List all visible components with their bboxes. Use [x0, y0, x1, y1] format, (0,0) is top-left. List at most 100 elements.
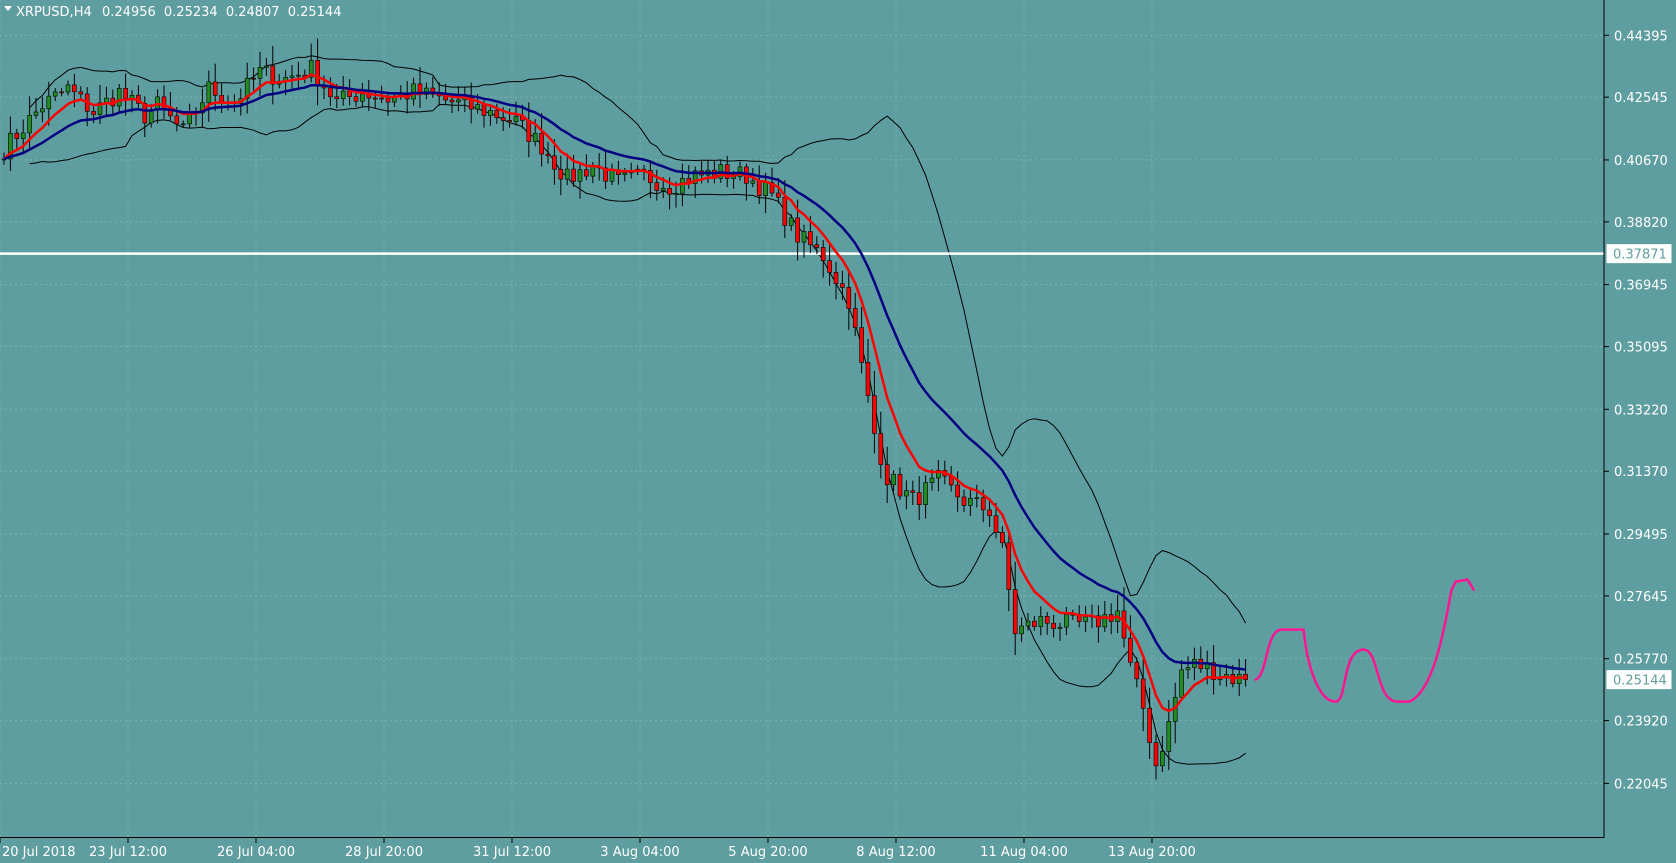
candle-body	[174, 115, 180, 125]
candle-body	[296, 74, 301, 77]
price-tick-label: 0.35095	[1614, 341, 1668, 356]
candle-body	[788, 217, 794, 226]
candle-body	[379, 97, 384, 100]
candle	[33, 97, 39, 119]
candle-body	[264, 65, 269, 68]
candle	[123, 73, 128, 116]
price-axis[interactable]: 0.44395 0.42545 0.40670 0.38820 0.36945 0.350…	[1604, 29, 1668, 792]
candle	[296, 61, 301, 88]
time-tick-label: 20 Jul 2018	[2, 845, 76, 860]
candle-body	[667, 187, 672, 195]
candle	[1172, 682, 1178, 744]
candle	[430, 76, 436, 98]
candle-body	[8, 132, 13, 160]
candle-body	[59, 91, 64, 94]
candle-body	[865, 362, 871, 396]
time-tick-label: 28 Jul 20:00	[345, 845, 423, 860]
candle	[1179, 660, 1184, 702]
price-tick-label: 0.36945	[1614, 279, 1668, 294]
candle-body	[20, 132, 26, 139]
candle-body	[1032, 620, 1037, 627]
candle	[763, 172, 768, 213]
candle	[392, 93, 397, 108]
candle	[244, 62, 250, 114]
candle	[961, 489, 967, 513]
candle-body	[660, 187, 666, 191]
horizontal-line-price-label: 0.37871	[1606, 244, 1672, 264]
candle-body	[776, 192, 781, 198]
candle-body	[328, 87, 333, 98]
candle	[206, 70, 212, 122]
time-tick-label: 26 Jul 04:00	[217, 845, 295, 860]
candle-body	[891, 474, 896, 486]
candle-body	[910, 490, 916, 493]
candle-body	[481, 104, 487, 116]
ohlc-values: 0.24956 0.25234 0.24807 0.25144	[102, 5, 341, 20]
candle-body	[475, 104, 480, 110]
candle-body	[782, 197, 788, 226]
candle-body	[206, 81, 212, 104]
candle-body	[65, 84, 71, 93]
candle-body	[526, 120, 532, 142]
candle	[1083, 606, 1088, 632]
candle	[1019, 617, 1024, 642]
candle	[558, 155, 564, 196]
candle	[1211, 645, 1216, 695]
candle-body	[1160, 751, 1165, 767]
candle-body	[1179, 669, 1184, 698]
candle-body	[1064, 614, 1069, 628]
candle	[782, 180, 788, 238]
candle	[884, 446, 890, 504]
candle-body	[148, 109, 154, 124]
candle	[65, 80, 71, 96]
candle	[846, 269, 852, 330]
candle	[289, 65, 295, 89]
candle	[1006, 529, 1012, 612]
candle-body	[78, 91, 84, 95]
candle	[161, 85, 167, 119]
candle-body	[795, 217, 800, 243]
candle-body	[968, 497, 973, 506]
candle-body	[488, 110, 493, 116]
candle-body	[974, 497, 980, 500]
candle	[104, 86, 109, 116]
time-axis[interactable]: 20 Jul 2018 23 Jul 12:00 26 Jul 04:00 28 Ju…	[0, 838, 1196, 860]
candle-body	[97, 102, 103, 115]
candle	[545, 141, 551, 164]
high-value: 0.25234	[164, 5, 218, 20]
candle	[1032, 615, 1037, 631]
triangle-down-icon[interactable]	[4, 6, 12, 11]
candle	[417, 66, 423, 108]
candle	[456, 86, 461, 112]
candle-body	[654, 182, 660, 191]
price-tick-label: 0.27645	[1614, 590, 1668, 605]
candle	[936, 459, 941, 492]
candle-body	[904, 490, 909, 497]
candle-body	[955, 484, 960, 498]
time-tick-label: 23 Jul 12:00	[89, 845, 167, 860]
candle-body	[756, 180, 762, 196]
candle	[1115, 594, 1120, 634]
candle	[360, 82, 365, 108]
candle-body	[1134, 661, 1140, 680]
candle	[14, 128, 20, 152]
time-tick-label: 13 Aug 20:00	[1108, 845, 1196, 860]
candle	[142, 96, 148, 138]
candle	[251, 67, 256, 91]
candle-body	[929, 477, 935, 483]
candle-body	[91, 111, 96, 115]
candle	[910, 480, 916, 505]
candle-body	[360, 93, 365, 102]
price-tag-text: 0.37871	[1613, 248, 1667, 263]
price-tick-label: 0.22045	[1614, 777, 1668, 792]
candle-body	[961, 496, 967, 506]
candle-body	[584, 169, 589, 177]
candle-body	[1006, 542, 1012, 590]
candle	[923, 475, 928, 519]
candle	[347, 79, 352, 106]
candle-body	[840, 283, 845, 288]
candle	[648, 160, 653, 199]
candle-body	[833, 272, 839, 284]
time-tick-label: 11 Aug 04:00	[980, 845, 1068, 860]
